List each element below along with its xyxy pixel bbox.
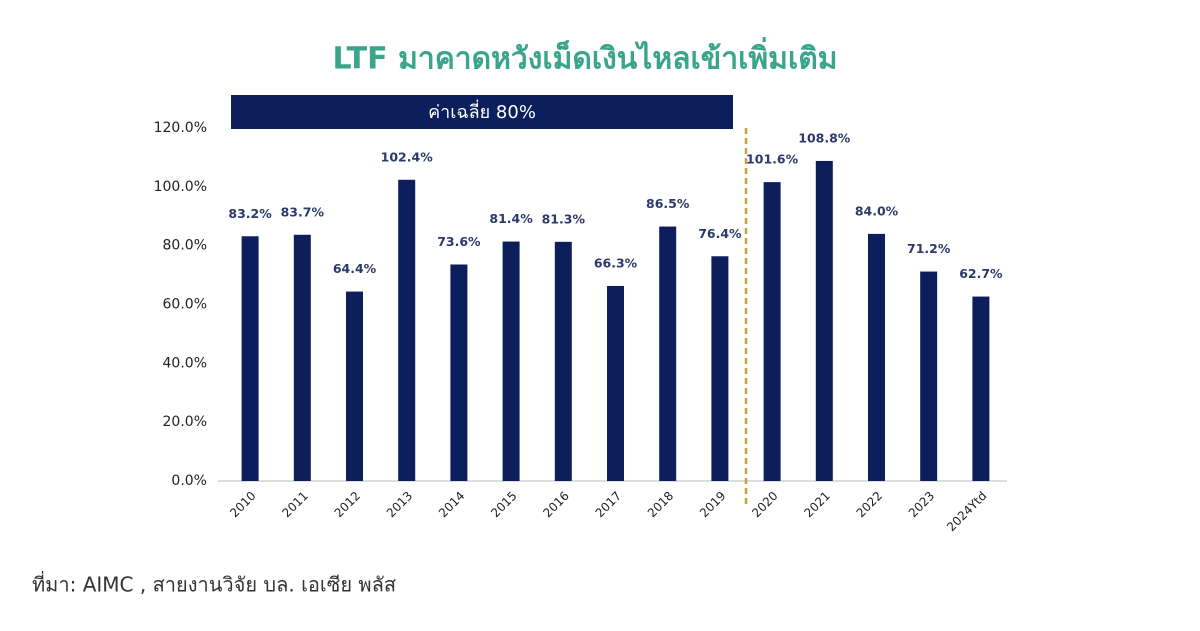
x-tick-label: 2021 — [801, 489, 832, 520]
average-label: ค่าเฉลี่ย 80% — [428, 99, 536, 123]
x-tick-label: 2020 — [749, 489, 780, 520]
value-label: 81.4% — [489, 211, 533, 226]
y-tick-label: 60.0% — [163, 297, 207, 313]
y-tick-label: 80.0% — [163, 238, 207, 254]
value-label: 62.7% — [959, 266, 1003, 281]
chart-title: LTF มาคาดหวังเม็ดเงินไหลเข้าเพิ่มเติม — [333, 37, 838, 77]
value-label: 102.4% — [381, 149, 434, 164]
y-tick-label: 120.0% — [154, 120, 207, 136]
value-label: 86.5% — [646, 196, 690, 211]
value-label: 73.6% — [437, 234, 481, 249]
x-tick-label: 2016 — [540, 489, 571, 520]
bar — [398, 179, 416, 482]
bar — [293, 234, 311, 481]
x-tick-label: 2024Ytd — [944, 489, 989, 534]
bar — [711, 256, 729, 481]
value-label: 81.3% — [542, 211, 586, 226]
bar — [241, 236, 259, 481]
bar — [763, 182, 781, 482]
bar — [450, 264, 468, 481]
value-label: 66.3% — [594, 255, 638, 270]
x-tick-label: 2013 — [384, 489, 415, 520]
bar — [868, 233, 885, 481]
value-label: 83.7% — [281, 204, 325, 219]
y-tick-label: 40.0% — [163, 355, 207, 371]
x-tick-label: 2011 — [279, 489, 310, 520]
value-label: 64.4% — [333, 261, 377, 276]
x-tick-label: 2010 — [227, 489, 258, 520]
value-label: 76.4% — [698, 226, 742, 241]
value-label: 101.6% — [746, 152, 799, 167]
x-tick-label: 2022 — [854, 489, 885, 520]
bar — [659, 226, 677, 481]
value-label: 83.2% — [228, 206, 272, 221]
y-tick-label: 20.0% — [163, 414, 207, 430]
bar — [346, 291, 363, 481]
x-tick-label: 2018 — [645, 489, 676, 520]
bar — [972, 296, 990, 481]
bar — [607, 285, 624, 481]
average-banner — [231, 95, 733, 129]
x-tick-label: 2023 — [906, 489, 937, 520]
value-label: 71.2% — [907, 241, 951, 256]
x-tick-label: 2014 — [436, 489, 467, 520]
bar — [815, 160, 833, 482]
x-tick-label: 2019 — [697, 489, 728, 520]
bar — [554, 241, 572, 481]
source-note: ที่มา: AIMC , สายงานวิจัย บล. เอเซีย พลั… — [32, 571, 396, 597]
x-tick-label: 2015 — [488, 489, 519, 520]
value-label: 84.0% — [855, 203, 899, 218]
bar — [502, 241, 520, 481]
value-label: 108.8% — [798, 130, 851, 145]
x-tick-label: 2012 — [332, 489, 363, 520]
x-tick-label: 2017 — [593, 489, 624, 520]
bar — [920, 271, 938, 481]
y-tick-label: 100.0% — [154, 179, 207, 195]
y-tick-label: 0.0% — [171, 473, 207, 489]
